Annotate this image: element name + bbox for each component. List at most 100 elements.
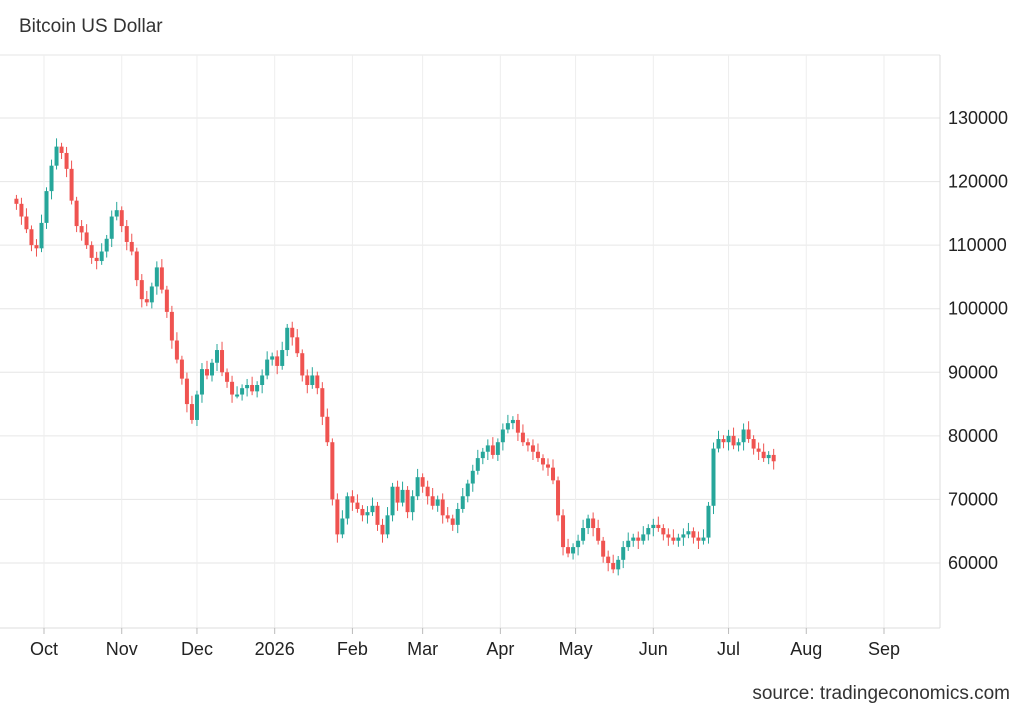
candle-body	[169, 311, 174, 341]
candle-body	[676, 537, 681, 541]
candle-body	[184, 378, 189, 405]
candle-body	[440, 499, 445, 516]
candle-body	[225, 372, 230, 382]
candle-body	[99, 251, 104, 262]
candle-body	[134, 251, 139, 281]
candle-body	[154, 267, 159, 287]
candle-body	[89, 245, 94, 258]
candle-body	[340, 518, 345, 535]
candle-body	[626, 540, 631, 548]
candle-body	[285, 327, 290, 351]
candle-body	[380, 524, 385, 535]
candle-body	[721, 439, 726, 443]
candle-body	[706, 505, 711, 538]
y-axis: 60000 70000 80000 90000 100000 110000 120000 13…	[948, 108, 1008, 573]
candle-body	[561, 515, 566, 548]
y-tick-label: 80000	[948, 426, 998, 446]
x-tick-label: Nov	[106, 639, 138, 659]
candle-body	[636, 537, 641, 541]
candle-body	[646, 528, 651, 535]
candle-body	[210, 362, 214, 376]
candle-body	[295, 337, 300, 354]
candle-body	[651, 524, 656, 529]
candle-body	[741, 429, 746, 443]
candle-body	[751, 439, 756, 449]
candle-body	[144, 299, 149, 303]
candle-body	[661, 528, 666, 535]
candle-body	[114, 210, 119, 217]
candle-body	[485, 445, 490, 452]
candle-body	[400, 489, 405, 503]
candle-body	[235, 394, 240, 397]
candle-body	[686, 531, 691, 535]
candle-body	[59, 146, 64, 153]
candle-body	[139, 280, 144, 300]
y-tick-label: 100000	[948, 299, 1008, 319]
y-tick-label: 130000	[948, 108, 1008, 128]
candle-body	[415, 477, 420, 497]
candle-body	[94, 257, 99, 262]
candle-body	[199, 369, 204, 395]
candle-body	[310, 375, 315, 385]
candle-body	[711, 448, 716, 506]
candle-body	[375, 505, 380, 525]
candle-body	[260, 375, 265, 385]
candle-body	[385, 515, 390, 535]
candle-body	[500, 429, 505, 443]
candle-body	[576, 540, 581, 548]
candle-body	[355, 502, 360, 509]
candle-body	[74, 200, 79, 227]
candle-body	[230, 381, 235, 395]
candle-body	[109, 216, 114, 239]
candle-body	[79, 226, 84, 233]
candle-body	[124, 226, 129, 242]
candle-body	[510, 419, 515, 424]
candle-body	[681, 534, 686, 538]
candle-body	[450, 518, 455, 525]
candle-body	[255, 385, 260, 392]
x-tick-label: Sep	[868, 639, 900, 659]
x-tick-label: Oct	[30, 639, 58, 659]
x-tick-label: Jun	[639, 639, 668, 659]
candle-body	[305, 375, 310, 385]
y-tick-label: 120000	[948, 172, 1008, 192]
candle-body	[616, 559, 621, 570]
candle-body	[174, 340, 179, 360]
candle-body	[250, 385, 255, 392]
candle-body	[631, 537, 636, 541]
candle-body	[39, 222, 44, 249]
candle-body	[24, 216, 29, 230]
candle-body	[164, 289, 169, 312]
x-tick-label: Aug	[790, 639, 822, 659]
x-tick-label: May	[559, 639, 593, 659]
candle-body	[290, 327, 295, 338]
y-tick-label: 60000	[948, 553, 998, 573]
x-tick-label: Feb	[337, 639, 368, 659]
candle-body	[54, 146, 59, 166]
candle-body	[240, 388, 245, 395]
candle-body	[430, 496, 435, 506]
candle-body	[455, 508, 460, 525]
candle-body	[601, 540, 606, 557]
candle-body	[265, 359, 270, 376]
candle-body	[194, 394, 199, 420]
candle-body	[505, 423, 510, 430]
grid-lines	[0, 54, 941, 629]
candle-body	[621, 547, 626, 560]
candle-body	[360, 508, 365, 516]
candle-body	[34, 245, 39, 249]
candle-body	[410, 496, 415, 513]
candle-body	[746, 429, 751, 440]
candle-body	[129, 241, 134, 252]
candle-body	[520, 432, 525, 443]
candle-body	[611, 563, 616, 570]
candle-body	[159, 267, 164, 290]
y-tick-label: 110000	[948, 235, 1007, 255]
candle-body	[435, 499, 440, 506]
candle-body	[656, 524, 661, 529]
candle-body	[771, 454, 776, 462]
candle-body	[490, 445, 495, 455]
candle-body	[179, 359, 184, 379]
candle-body	[586, 518, 591, 529]
